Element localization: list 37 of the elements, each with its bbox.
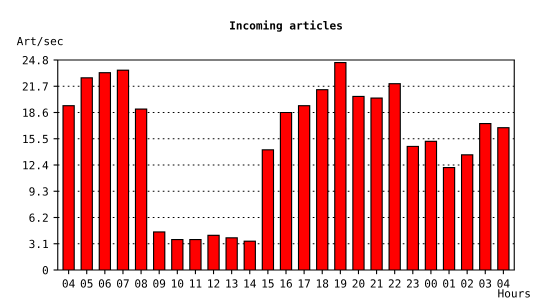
x-tick-label: 04 xyxy=(62,279,75,288)
x-tick-label: 04 xyxy=(497,279,510,288)
chart-title: Incoming articles xyxy=(230,20,342,32)
x-tick-label: 06 xyxy=(98,279,111,288)
x-tick-label: 15 xyxy=(262,279,274,288)
x-tick-label: 17 xyxy=(298,279,310,288)
x-tick-label: 20 xyxy=(352,279,364,288)
x-tick-label: 18 xyxy=(316,279,328,288)
x-tick-label: 00 xyxy=(424,279,437,288)
x-tick-label: 23 xyxy=(406,279,419,288)
y-tick-label: 15.5 xyxy=(23,134,48,144)
x-tick-label: 07 xyxy=(116,279,129,288)
y-tick-label: 6.2 xyxy=(29,214,48,222)
x-tick-label: 01 xyxy=(443,279,455,288)
x-tick-label: 10 xyxy=(172,279,184,288)
y-tick-label: 3.1 xyxy=(29,240,48,248)
x-tick-label: 09 xyxy=(153,279,166,288)
x-tick-label: 21 xyxy=(370,279,383,288)
x-tick-label: 22 xyxy=(388,279,400,288)
y-axis-title: Art/sec xyxy=(16,36,63,46)
x-tick-label: 05 xyxy=(80,279,93,288)
x-tick-label: 13 xyxy=(226,279,238,288)
x-tick-label: 02 xyxy=(461,279,473,288)
y-tick-label: 18.6 xyxy=(23,108,48,117)
y-tick-label: 9.3 xyxy=(29,187,48,196)
x-tick-label: 03 xyxy=(479,279,492,288)
y-tick-label: 21.7 xyxy=(22,82,48,90)
x-tick-label: 19 xyxy=(334,279,346,288)
x-tick-label: 16 xyxy=(280,279,292,288)
y-tick-label: 12.4 xyxy=(23,161,48,170)
y-tick-label: 0 xyxy=(42,266,48,274)
x-tick-label: 12 xyxy=(208,279,220,288)
x-tick-label: 14 xyxy=(244,279,256,288)
y-tick-label: 24.8 xyxy=(22,56,48,64)
x-axis-title: Hours xyxy=(498,289,530,298)
x-tick-label: 08 xyxy=(135,279,148,288)
x-tick-label: 11 xyxy=(190,279,202,288)
